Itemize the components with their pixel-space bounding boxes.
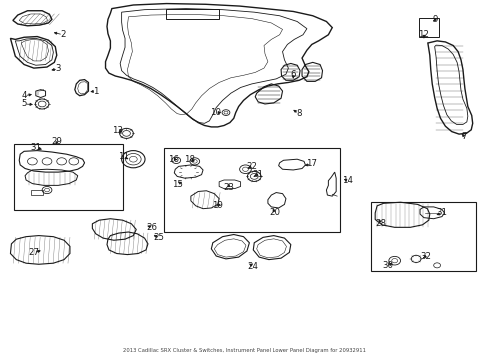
Text: 11: 11 [118,152,129,161]
Text: 7: 7 [460,132,466,141]
Text: 27: 27 [28,248,39,257]
Text: 13: 13 [112,126,123,135]
Text: 12: 12 [418,30,428,39]
Text: 17: 17 [305,159,317,168]
Text: 19: 19 [212,201,223,210]
Text: 31: 31 [30,143,41,152]
Text: 32: 32 [420,252,430,261]
Text: 29: 29 [51,137,62,146]
Text: 26: 26 [146,223,157,232]
Text: 3: 3 [55,64,61,73]
Text: 10: 10 [209,108,220,117]
Text: 4: 4 [21,91,27,100]
Text: 8: 8 [296,109,301,118]
Text: 22: 22 [246,162,257,171]
Text: 31: 31 [436,208,447,217]
Bar [418,18,438,37]
Text: 14: 14 [342,176,353,185]
Text: 18: 18 [184,155,195,164]
Text: 24: 24 [247,262,258,271]
Text: 1: 1 [93,86,98,95]
Bar [163,148,339,232]
Text: 28: 28 [375,219,386,228]
Bar [31,190,43,195]
Text: 2013 Cadillac SRX Cluster & Switches, Instrument Panel Lower Panel Diagram for 2: 2013 Cadillac SRX Cluster & Switches, In… [123,348,365,353]
Text: 5: 5 [21,99,27,108]
Text: 6: 6 [290,70,295,79]
Text: 9: 9 [432,15,437,24]
Text: 23: 23 [223,183,234,192]
Bar [370,202,475,271]
Bar [166,9,219,19]
Text: 21: 21 [252,170,263,179]
Text: 16: 16 [168,155,179,164]
Text: 15: 15 [171,180,183,189]
Text: 2: 2 [60,30,66,39]
Text: 30: 30 [382,261,393,270]
Text: 25: 25 [153,233,164,242]
Bar [14,144,122,211]
Text: 20: 20 [269,208,280,217]
